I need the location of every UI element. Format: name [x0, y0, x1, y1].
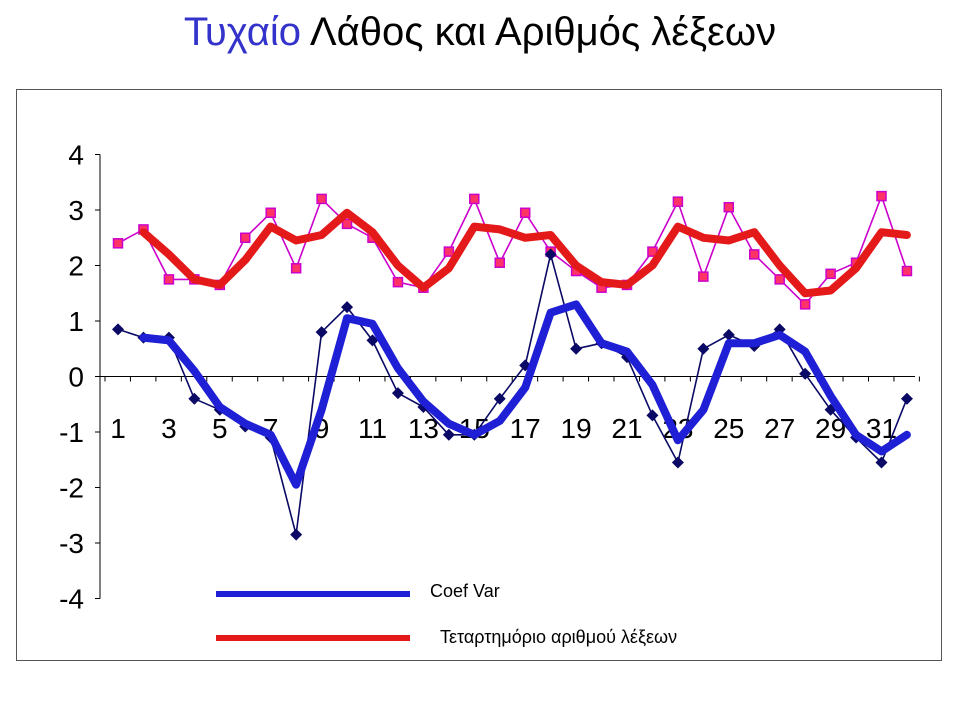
series-coef-raw-point — [112, 323, 124, 336]
x-tick-label: 31 — [866, 413, 897, 444]
series-coef-raw-point — [722, 328, 735, 341]
series-quartile-raw-point — [112, 238, 124, 249]
chart-title-part2: Λάθος και Αριθμός λέξεων — [309, 10, 777, 54]
series-quartile-raw-point — [901, 265, 913, 277]
series-quartile-raw-point — [774, 274, 785, 285]
series-coef-raw-point — [391, 387, 404, 400]
series-coef-raw-point — [188, 392, 201, 405]
y-tick-label: -4 — [59, 584, 84, 615]
series-coef-raw-point — [366, 334, 379, 347]
series-coef-raw-point — [493, 392, 506, 405]
y-tick-label: 3 — [68, 195, 84, 226]
series-quartile-raw-point — [519, 207, 531, 219]
series-layer — [112, 190, 913, 541]
series-quartile-raw-point — [876, 190, 887, 202]
legend-label-quartile: Τεταρτημόριο αριθμού λέξεων — [440, 627, 677, 647]
x-tick-label: 1 — [110, 413, 126, 444]
series-quartile-raw-point — [443, 246, 455, 257]
y-tick-label: 2 — [68, 251, 84, 282]
x-tick-label: 27 — [764, 413, 795, 444]
series-quartile-raw-point — [749, 249, 760, 260]
series-coef-raw-point — [315, 326, 328, 339]
series-quartile-raw-point — [163, 274, 175, 285]
series-quartile-raw-point — [723, 201, 735, 213]
x-tick-label: 17 — [510, 413, 541, 444]
series-coef-raw-point — [442, 428, 455, 441]
chart-title-part1: Τυχαίο — [183, 10, 301, 54]
series-quartile-raw-point — [672, 196, 684, 207]
y-tick-label: 0 — [68, 362, 84, 393]
series-quartile-raw-point — [494, 257, 505, 268]
series-quartile-line — [139, 208, 911, 298]
series-quartile-raw-point — [799, 299, 811, 310]
chart-frame — [16, 89, 942, 661]
series-quartile-raw-point — [392, 276, 404, 288]
series-quartile-raw-point — [825, 268, 836, 280]
series-quartile-raw-point — [240, 232, 251, 243]
series-coef-var-line — [139, 300, 911, 489]
series-coef-raw-point — [341, 301, 354, 314]
series-coef-raw-line — [117, 253, 908, 536]
series-coef-raw-point — [570, 342, 583, 355]
x-tick-label: 13 — [408, 413, 439, 444]
y-tick-label: -1 — [59, 417, 84, 448]
y-tick-label: -2 — [59, 473, 84, 504]
series-coef-raw-point — [697, 342, 710, 355]
series-coef-raw-point — [900, 392, 913, 405]
chart-title: Τυχαίο Λάθος και Αριθμός λέξεων — [0, 10, 960, 55]
x-tick-label: 11 — [358, 413, 387, 444]
series-quartile-raw-line — [117, 195, 908, 306]
series-coef-raw-point — [671, 456, 684, 469]
y-tick-label: -3 — [59, 528, 84, 559]
series-coef-raw-point — [799, 367, 812, 380]
x-tick-label: 5 — [212, 413, 228, 444]
series-coef-raw-point — [544, 248, 557, 261]
y-tick-label: 1 — [68, 306, 84, 337]
series-coef-raw-point — [646, 409, 659, 422]
series-quartile-raw-point — [469, 193, 480, 205]
x-tick-label: 21 — [611, 413, 642, 444]
x-tick-label: 25 — [713, 413, 744, 444]
series-coef-raw-point — [875, 456, 888, 469]
series-coef-raw-point — [290, 528, 303, 541]
series-quartile-raw-point — [698, 271, 709, 282]
legend: Coef Var Τεταρτημόριο αριθμού λέξεων — [216, 581, 677, 647]
y-tick-label: 4 — [68, 140, 84, 171]
x-tick-label: 19 — [561, 413, 592, 444]
legend-label-coef-var: Coef Var — [430, 581, 500, 601]
series-quartile-raw-point — [265, 207, 276, 219]
series-quartile-raw-point — [316, 193, 327, 205]
series-quartile-raw-point — [290, 263, 302, 274]
series-quartile-raw-point — [341, 218, 353, 230]
x-tick-label: 3 — [161, 413, 177, 444]
